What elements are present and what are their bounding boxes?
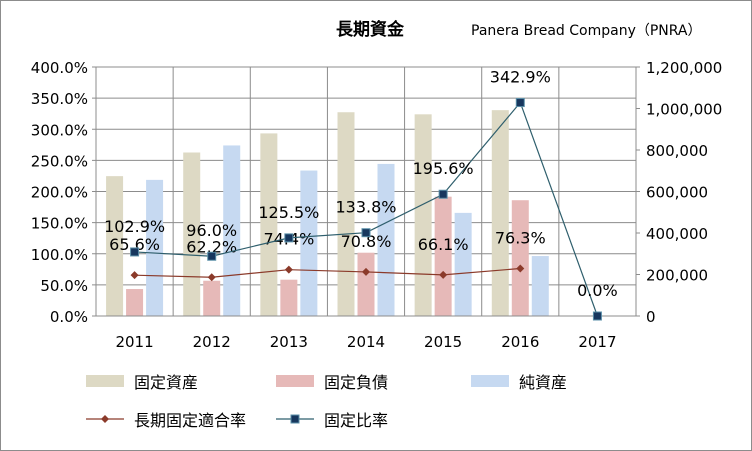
x-axis-tick-label: 2013 <box>270 333 308 351</box>
x-axis-tick-label: 2012 <box>193 333 231 351</box>
data-label: 133.8% <box>335 198 396 217</box>
legend-marker <box>101 415 109 423</box>
square-marker <box>592 311 602 321</box>
legend-marker <box>290 414 300 424</box>
data-label: 195.6% <box>413 159 474 178</box>
tick-labels: 0.0% 50.0% 100.0% 150.0% 200.0% 250.0% 300.0% 3… <box>31 59 723 351</box>
diamond-marker <box>207 273 216 282</box>
x-axis-tick-label: 2011 <box>115 333 153 351</box>
square-marker <box>207 251 217 261</box>
bar <box>434 196 452 316</box>
legend-label: 固定比率 <box>324 411 388 430</box>
bar <box>146 179 164 316</box>
data-label: 62.2% <box>186 237 237 256</box>
bars <box>106 110 549 316</box>
bar <box>454 212 472 316</box>
bar <box>260 133 278 316</box>
left-axis-tick-label: 250.0% <box>31 152 88 170</box>
square-marker <box>515 98 525 108</box>
data-label: 70.8% <box>341 232 392 251</box>
lines: 65.6%62.2%74.4%70.8%66.1%76.3%102.9%96.0… <box>104 68 618 321</box>
bar <box>337 112 355 316</box>
legend-swatch <box>86 375 124 387</box>
diamond-marker <box>362 267 370 276</box>
diamond-marker <box>516 264 525 273</box>
chart-subtitle: Panera Bread Company（PNRA） <box>471 23 702 39</box>
bar <box>300 170 318 316</box>
x-axis-tick-label: 2016 <box>501 333 539 351</box>
bar <box>531 256 549 316</box>
square-marker <box>438 189 448 199</box>
data-label: 76.3% <box>495 229 546 248</box>
right-axis-tick-label: 1,200,000 <box>646 59 722 77</box>
bar <box>377 163 395 316</box>
left-axis-tick-label: 100.0% <box>31 246 88 264</box>
left-axis-tick-label: 400.0% <box>31 59 88 77</box>
diamond-marker <box>130 271 139 280</box>
x-axis-tick-label: 2015 <box>424 333 462 351</box>
legend-label: 長期固定適合率 <box>134 411 246 430</box>
data-label: 65.6% <box>109 235 160 254</box>
x-axis-tick-label: 2014 <box>347 333 385 351</box>
diamond-marker <box>284 265 293 274</box>
data-label: 0.0% <box>577 281 618 300</box>
legend-label: 純資産 <box>519 373 567 392</box>
bar <box>126 289 144 316</box>
bar <box>203 280 221 316</box>
square-marker <box>284 233 294 243</box>
bar <box>357 252 375 316</box>
left-axis-tick-label: 200.0% <box>31 184 88 202</box>
diamond-marker <box>439 270 448 279</box>
data-label: 66.1% <box>418 235 469 254</box>
bar <box>491 110 509 316</box>
bar <box>280 279 298 316</box>
data-label: 96.0% <box>186 221 237 240</box>
left-axis-tick-label: 50.0% <box>40 277 88 295</box>
right-axis-tick-label: 0 <box>646 308 656 326</box>
x-axis-tick-label: 2017 <box>578 333 616 351</box>
square-marker <box>130 247 140 257</box>
left-axis-tick-label: 0.0% <box>50 308 88 326</box>
legend-swatch <box>471 375 509 387</box>
right-axis-tick-label: 200,000 <box>646 267 708 285</box>
data-label: 125.5% <box>258 203 319 222</box>
left-axis-tick-label: 350.0% <box>31 90 88 108</box>
chart-title: 長期資金 <box>336 19 405 40</box>
right-axis-tick-label: 1,000,000 <box>646 101 722 119</box>
right-axis-tick-label: 800,000 <box>646 142 708 160</box>
bar <box>511 200 529 316</box>
left-axis-tick-label: 300.0% <box>31 121 88 139</box>
legend-swatch <box>276 375 314 387</box>
legend-label: 固定資産 <box>134 373 198 392</box>
series-line <box>134 267 521 278</box>
bar <box>183 152 201 316</box>
legend-label: 固定負債 <box>324 373 388 392</box>
bar <box>414 114 432 316</box>
bar <box>223 145 241 316</box>
data-label: 342.9% <box>490 68 551 87</box>
data-label: 102.9% <box>104 217 165 236</box>
left-axis-tick-label: 150.0% <box>31 215 88 233</box>
right-axis-tick-label: 400,000 <box>646 225 708 243</box>
bar <box>106 176 124 316</box>
square-marker <box>361 228 371 238</box>
right-axis-tick-label: 600,000 <box>646 184 708 202</box>
axes <box>92 66 640 317</box>
